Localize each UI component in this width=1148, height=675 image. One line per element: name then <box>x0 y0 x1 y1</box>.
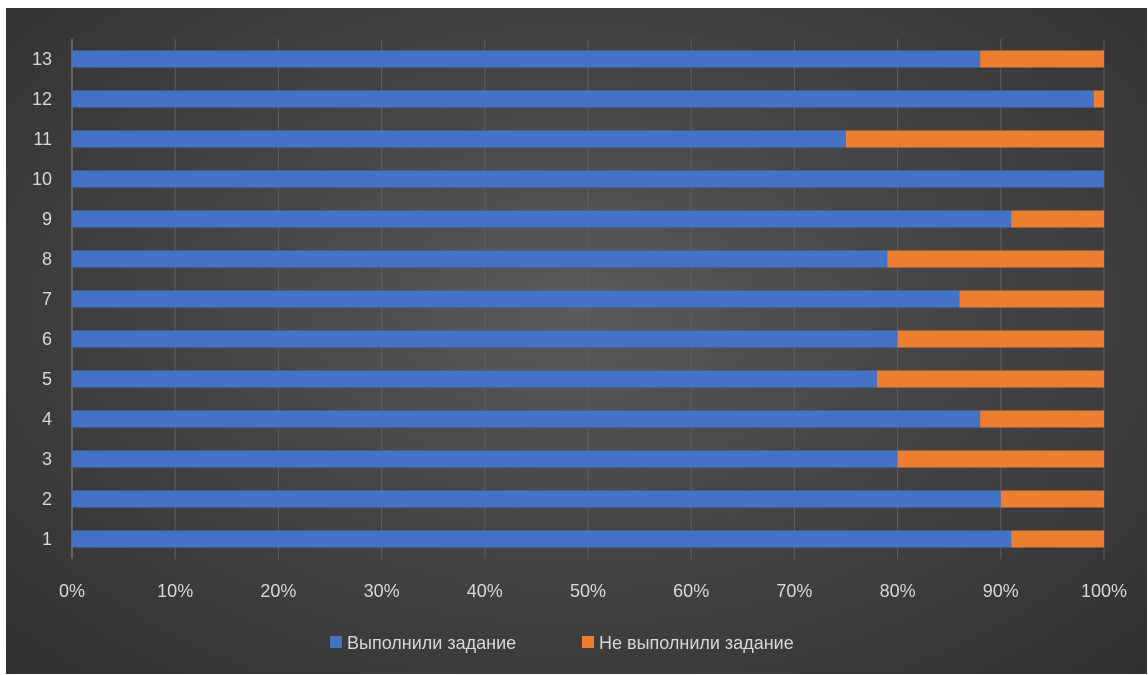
x-tick-label: 0% <box>59 581 85 601</box>
x-tick-label: 40% <box>467 581 503 601</box>
x-tick-label: 50% <box>570 581 606 601</box>
y-tick-label: 1 <box>42 529 52 549</box>
bars <box>72 50 1104 548</box>
bar-not-completed <box>897 330 1104 348</box>
bar-not-completed <box>876 370 1104 388</box>
legend: Выполнили задание Не выполнили задание <box>330 633 794 653</box>
bar-completed <box>72 490 1001 508</box>
y-tick-label: 6 <box>42 329 52 349</box>
bar-not-completed <box>897 450 1104 468</box>
y-tick-label: 4 <box>42 409 52 429</box>
legend-label-not-completed: Не выполнили задание <box>599 633 794 653</box>
bar-completed <box>72 170 1104 188</box>
y-tick-label: 5 <box>42 369 52 389</box>
x-tick-label: 20% <box>260 581 296 601</box>
bar-not-completed <box>980 410 1104 428</box>
bar-not-completed <box>846 130 1104 148</box>
legend-label-completed: Выполнили задание <box>347 633 516 653</box>
y-tick-label: 11 <box>33 129 52 149</box>
y-tick-label: 3 <box>42 449 52 469</box>
y-tick-label: 7 <box>42 289 52 309</box>
bar-completed <box>72 250 888 268</box>
x-tick-label: 70% <box>776 581 812 601</box>
y-tick-label: 2 <box>42 489 52 509</box>
x-tick-label: 30% <box>364 581 400 601</box>
bar-completed <box>72 330 898 348</box>
bar-not-completed <box>1011 210 1104 228</box>
bar-completed <box>72 450 898 468</box>
bar-not-completed <box>959 290 1104 308</box>
bar-completed <box>72 130 846 148</box>
bar-completed <box>72 50 981 68</box>
x-tick-label: 90% <box>983 581 1019 601</box>
x-axis-labels: 0% 10% 20% 30% 40% 50% 60% 70% 80% 90% 100% <box>59 581 1127 601</box>
x-tick-label: 100% <box>1081 581 1127 601</box>
y-tick-label: 10 <box>32 169 52 189</box>
bar-completed <box>72 530 1012 548</box>
x-tick-label: 10% <box>157 581 193 601</box>
bar-not-completed <box>1093 90 1104 108</box>
bar-completed <box>72 210 1012 228</box>
bar-completed <box>72 90 1094 108</box>
y-tick-label: 9 <box>42 209 52 229</box>
y-tick-label: 13 <box>32 49 52 69</box>
x-tick-label: 80% <box>880 581 916 601</box>
y-tick-label: 12 <box>32 89 52 109</box>
bar-completed <box>72 290 960 308</box>
y-tick-label: 8 <box>42 249 52 269</box>
bar-completed <box>72 370 877 388</box>
bar-not-completed <box>1000 490 1104 508</box>
bar-not-completed <box>980 50 1104 68</box>
bar-not-completed <box>1011 530 1104 548</box>
legend-swatch-completed <box>330 636 342 648</box>
bar-completed <box>72 410 981 428</box>
legend-swatch-not-completed <box>582 636 594 648</box>
bar-not-completed <box>887 250 1104 268</box>
x-tick-label: 60% <box>673 581 709 601</box>
